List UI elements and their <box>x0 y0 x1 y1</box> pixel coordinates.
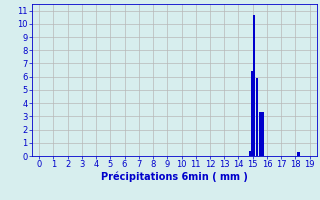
Bar <box>256 78 258 156</box>
Bar <box>261 112 264 156</box>
Bar <box>253 15 255 156</box>
Bar <box>252 71 254 156</box>
X-axis label: Précipitations 6min ( mm ): Précipitations 6min ( mm ) <box>101 172 248 182</box>
Bar <box>297 152 300 156</box>
Bar <box>259 112 261 156</box>
Bar <box>249 151 251 156</box>
